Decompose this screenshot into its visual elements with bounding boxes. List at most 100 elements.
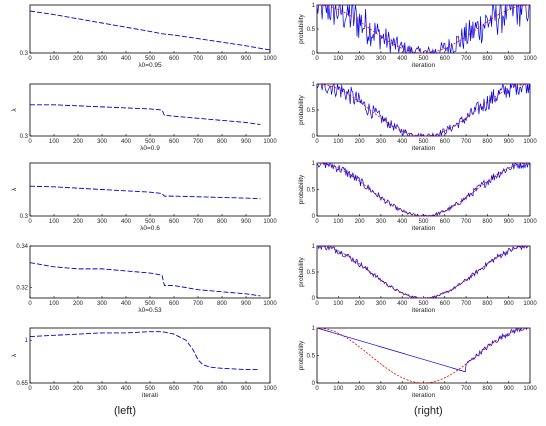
series-line	[29, 331, 258, 371]
x-tick-label: 0	[28, 386, 32, 392]
x-axis-label: λ0=0.53	[138, 307, 162, 314]
x-tick-label: 600	[440, 139, 451, 145]
caption-left: (left)	[114, 405, 136, 417]
x-tick-label: 900	[241, 219, 252, 225]
x-tick-label: 500	[145, 56, 156, 62]
x-tick-label: 600	[440, 386, 451, 392]
x-tick-label: 600	[169, 301, 180, 307]
x-tick-label: 700	[193, 219, 204, 225]
x-tick-label: 0	[28, 139, 32, 145]
chart-panel: 0 100 200 300 400 500 600 700 800 900 1000 0 0.5 1 ite…	[298, 161, 537, 232]
y-axis-label: λ	[11, 353, 18, 357]
x-tick-label: 200	[73, 301, 84, 307]
x-tick-label: 900	[241, 301, 252, 307]
x-tick-label: 900	[504, 386, 515, 392]
y-tick-label: 0.5	[307, 108, 316, 114]
y-tick-label: 1	[312, 82, 316, 88]
x-tick-label: 300	[376, 56, 387, 62]
chart-panel: 0 100 200 300 400 500 600 700 800 900 1000 0 0.5 1 ite…	[298, 82, 537, 152]
x-tick-label: 100	[333, 56, 344, 62]
x-tick-label: 400	[121, 56, 132, 62]
x-tick-label: 500	[418, 386, 429, 392]
plot-frame	[29, 327, 271, 384]
x-tick-label: 800	[217, 56, 228, 62]
x-tick-label: 700	[193, 386, 204, 392]
plot-frame	[29, 245, 271, 299]
x-tick-label: 800	[482, 219, 493, 225]
y-axis-label: probability	[298, 340, 305, 370]
x-tick-label: 600	[169, 139, 180, 145]
y-axis-label: probability	[298, 256, 305, 286]
x-tick-label: 1000	[263, 219, 277, 225]
x-tick-label: 600	[440, 56, 451, 62]
x-tick-label: 700	[461, 219, 472, 225]
x-tick-label: 400	[121, 139, 132, 145]
x-tick-label: 300	[376, 386, 387, 392]
chart-panel: 0 100 200 300 400 500 600 700 800 900 1000 0.65 1 ite…	[11, 327, 277, 399]
x-tick-label: 500	[418, 139, 429, 145]
x-tick-label: 1000	[263, 139, 277, 145]
x-tick-label: 100	[49, 56, 60, 62]
series-line	[30, 104, 261, 126]
x-tick-label: 100	[49, 219, 60, 225]
y-tick-label: 0.5	[307, 27, 316, 33]
x-tick-label: 1000	[263, 56, 277, 62]
x-tick-label: 100	[49, 301, 60, 307]
x-axis-label: iteration	[412, 307, 436, 314]
reference-curve	[316, 83, 531, 137]
x-tick-label: 400	[397, 139, 408, 145]
y-tick-label: 0.65	[16, 381, 28, 387]
x-tick-label: 900	[504, 301, 515, 307]
y-axis-label: λ	[11, 187, 18, 191]
x-tick-label: 200	[355, 139, 366, 145]
x-tick-label: 0	[315, 139, 319, 145]
chart-panel: 0 100 200 300 400 500 600 700 800 900 1000 0 0.5 1 ite…	[298, 244, 537, 314]
x-tick-label: 400	[397, 56, 408, 62]
series-line	[29, 262, 261, 297]
x-tick-label: 900	[504, 139, 515, 145]
y-axis-label: λ	[11, 108, 18, 112]
x-tick-label: 1000	[523, 56, 537, 62]
x-tick-label: 300	[376, 139, 387, 145]
x-axis-label: iteration	[412, 392, 436, 399]
x-tick-label: 700	[461, 301, 472, 307]
x-tick-label: 800	[217, 386, 228, 392]
y-axis-label: probability	[298, 94, 305, 124]
x-tick-label: 1000	[523, 386, 537, 392]
x-tick-label: 200	[355, 301, 366, 307]
x-tick-label: 400	[121, 386, 132, 392]
x-tick-label: 400	[121, 301, 132, 307]
x-tick-label: 700	[193, 139, 204, 145]
x-tick-label: 1000	[523, 219, 537, 225]
x-tick-label: 800	[217, 139, 228, 145]
series-line	[316, 327, 531, 373]
series-line	[316, 83, 531, 137]
x-tick-label: 400	[397, 386, 408, 392]
x-tick-label: 900	[504, 56, 515, 62]
x-tick-label: 300	[97, 56, 108, 62]
y-tick-label: 0.32	[16, 286, 28, 292]
x-tick-label: 600	[169, 56, 180, 62]
x-tick-label: 700	[461, 386, 472, 392]
x-axis-label: iteration	[412, 62, 436, 69]
series-line	[316, 161, 531, 217]
x-tick-label: 100	[49, 139, 60, 145]
reference-curve	[316, 162, 531, 217]
x-tick-label: 0	[315, 386, 319, 392]
y-tick-label: 0.34	[16, 244, 28, 250]
y-tick-label: 0	[312, 296, 316, 302]
reference-curve	[316, 327, 531, 384]
x-tick-label: 500	[145, 301, 156, 307]
plot-frame	[29, 83, 271, 137]
y-tick-label: 1	[312, 244, 316, 250]
caption-right: (right)	[414, 405, 443, 417]
x-tick-label: 700	[193, 56, 204, 62]
y-tick-label: 0	[312, 51, 316, 57]
x-tick-label: 700	[461, 139, 472, 145]
reference-curve	[316, 245, 531, 299]
x-tick-label: 0	[315, 56, 319, 62]
x-axis-label: λ0=0.9	[140, 145, 160, 152]
y-tick-label: 0	[312, 381, 316, 387]
x-tick-label: 200	[73, 56, 84, 62]
plot-frame	[316, 327, 531, 384]
